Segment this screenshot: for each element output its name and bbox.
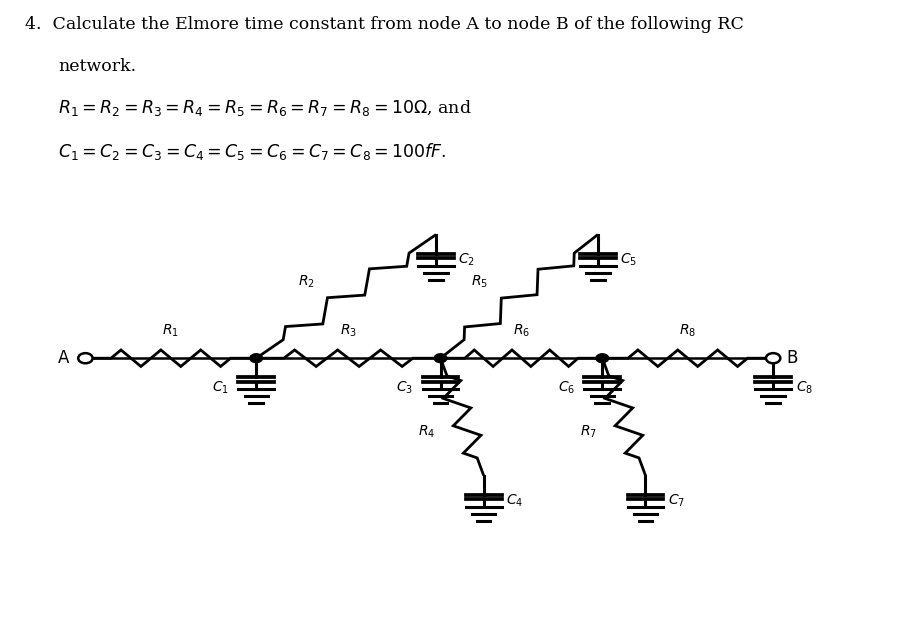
Text: $R_5$: $R_5$ — [471, 274, 487, 290]
Text: $C_2$: $C_2$ — [458, 252, 476, 268]
Text: $C_7$: $C_7$ — [668, 493, 685, 509]
Text: $R_7$: $R_7$ — [580, 424, 597, 439]
Text: $R_1$: $R_1$ — [163, 323, 179, 339]
Circle shape — [434, 354, 447, 363]
Text: $R_8$: $R_8$ — [679, 323, 697, 339]
Text: $C_5$: $C_5$ — [620, 252, 637, 268]
Text: 4.  Calculate the Elmore time constant from node A to node B of the following RC: 4. Calculate the Elmore time constant fr… — [25, 16, 744, 33]
Text: $C_8$: $C_8$ — [796, 379, 813, 396]
Circle shape — [766, 353, 780, 363]
Text: $C_6$: $C_6$ — [558, 379, 575, 396]
Text: $C_1$: $C_1$ — [212, 379, 229, 396]
Text: $C_4$: $C_4$ — [506, 493, 523, 509]
Text: $C_3$: $C_3$ — [396, 379, 414, 396]
Text: $C_1 = C_2 = C_3 = C_4 = C_5 = C_6 = C_7 = C_8 = 100fF$.: $C_1 = C_2 = C_3 = C_4 = C_5 = C_6 = C_7… — [58, 141, 447, 162]
Text: network.: network. — [58, 58, 137, 75]
Circle shape — [596, 354, 609, 363]
Text: B: B — [787, 349, 798, 367]
Text: $R_1 = R_2 = R_3 = R_4 = R_5 = R_6 = R_7 = R_8 = 10\Omega$, and: $R_1 = R_2 = R_3 = R_4 = R_5 = R_6 = R_7… — [58, 98, 472, 119]
Text: $R_4$: $R_4$ — [418, 424, 435, 439]
Text: $R_6$: $R_6$ — [512, 323, 530, 339]
Text: $R_3$: $R_3$ — [340, 323, 357, 339]
Text: $R_2$: $R_2$ — [298, 274, 315, 290]
Text: A: A — [58, 349, 69, 367]
Circle shape — [250, 354, 263, 363]
Circle shape — [78, 353, 93, 363]
